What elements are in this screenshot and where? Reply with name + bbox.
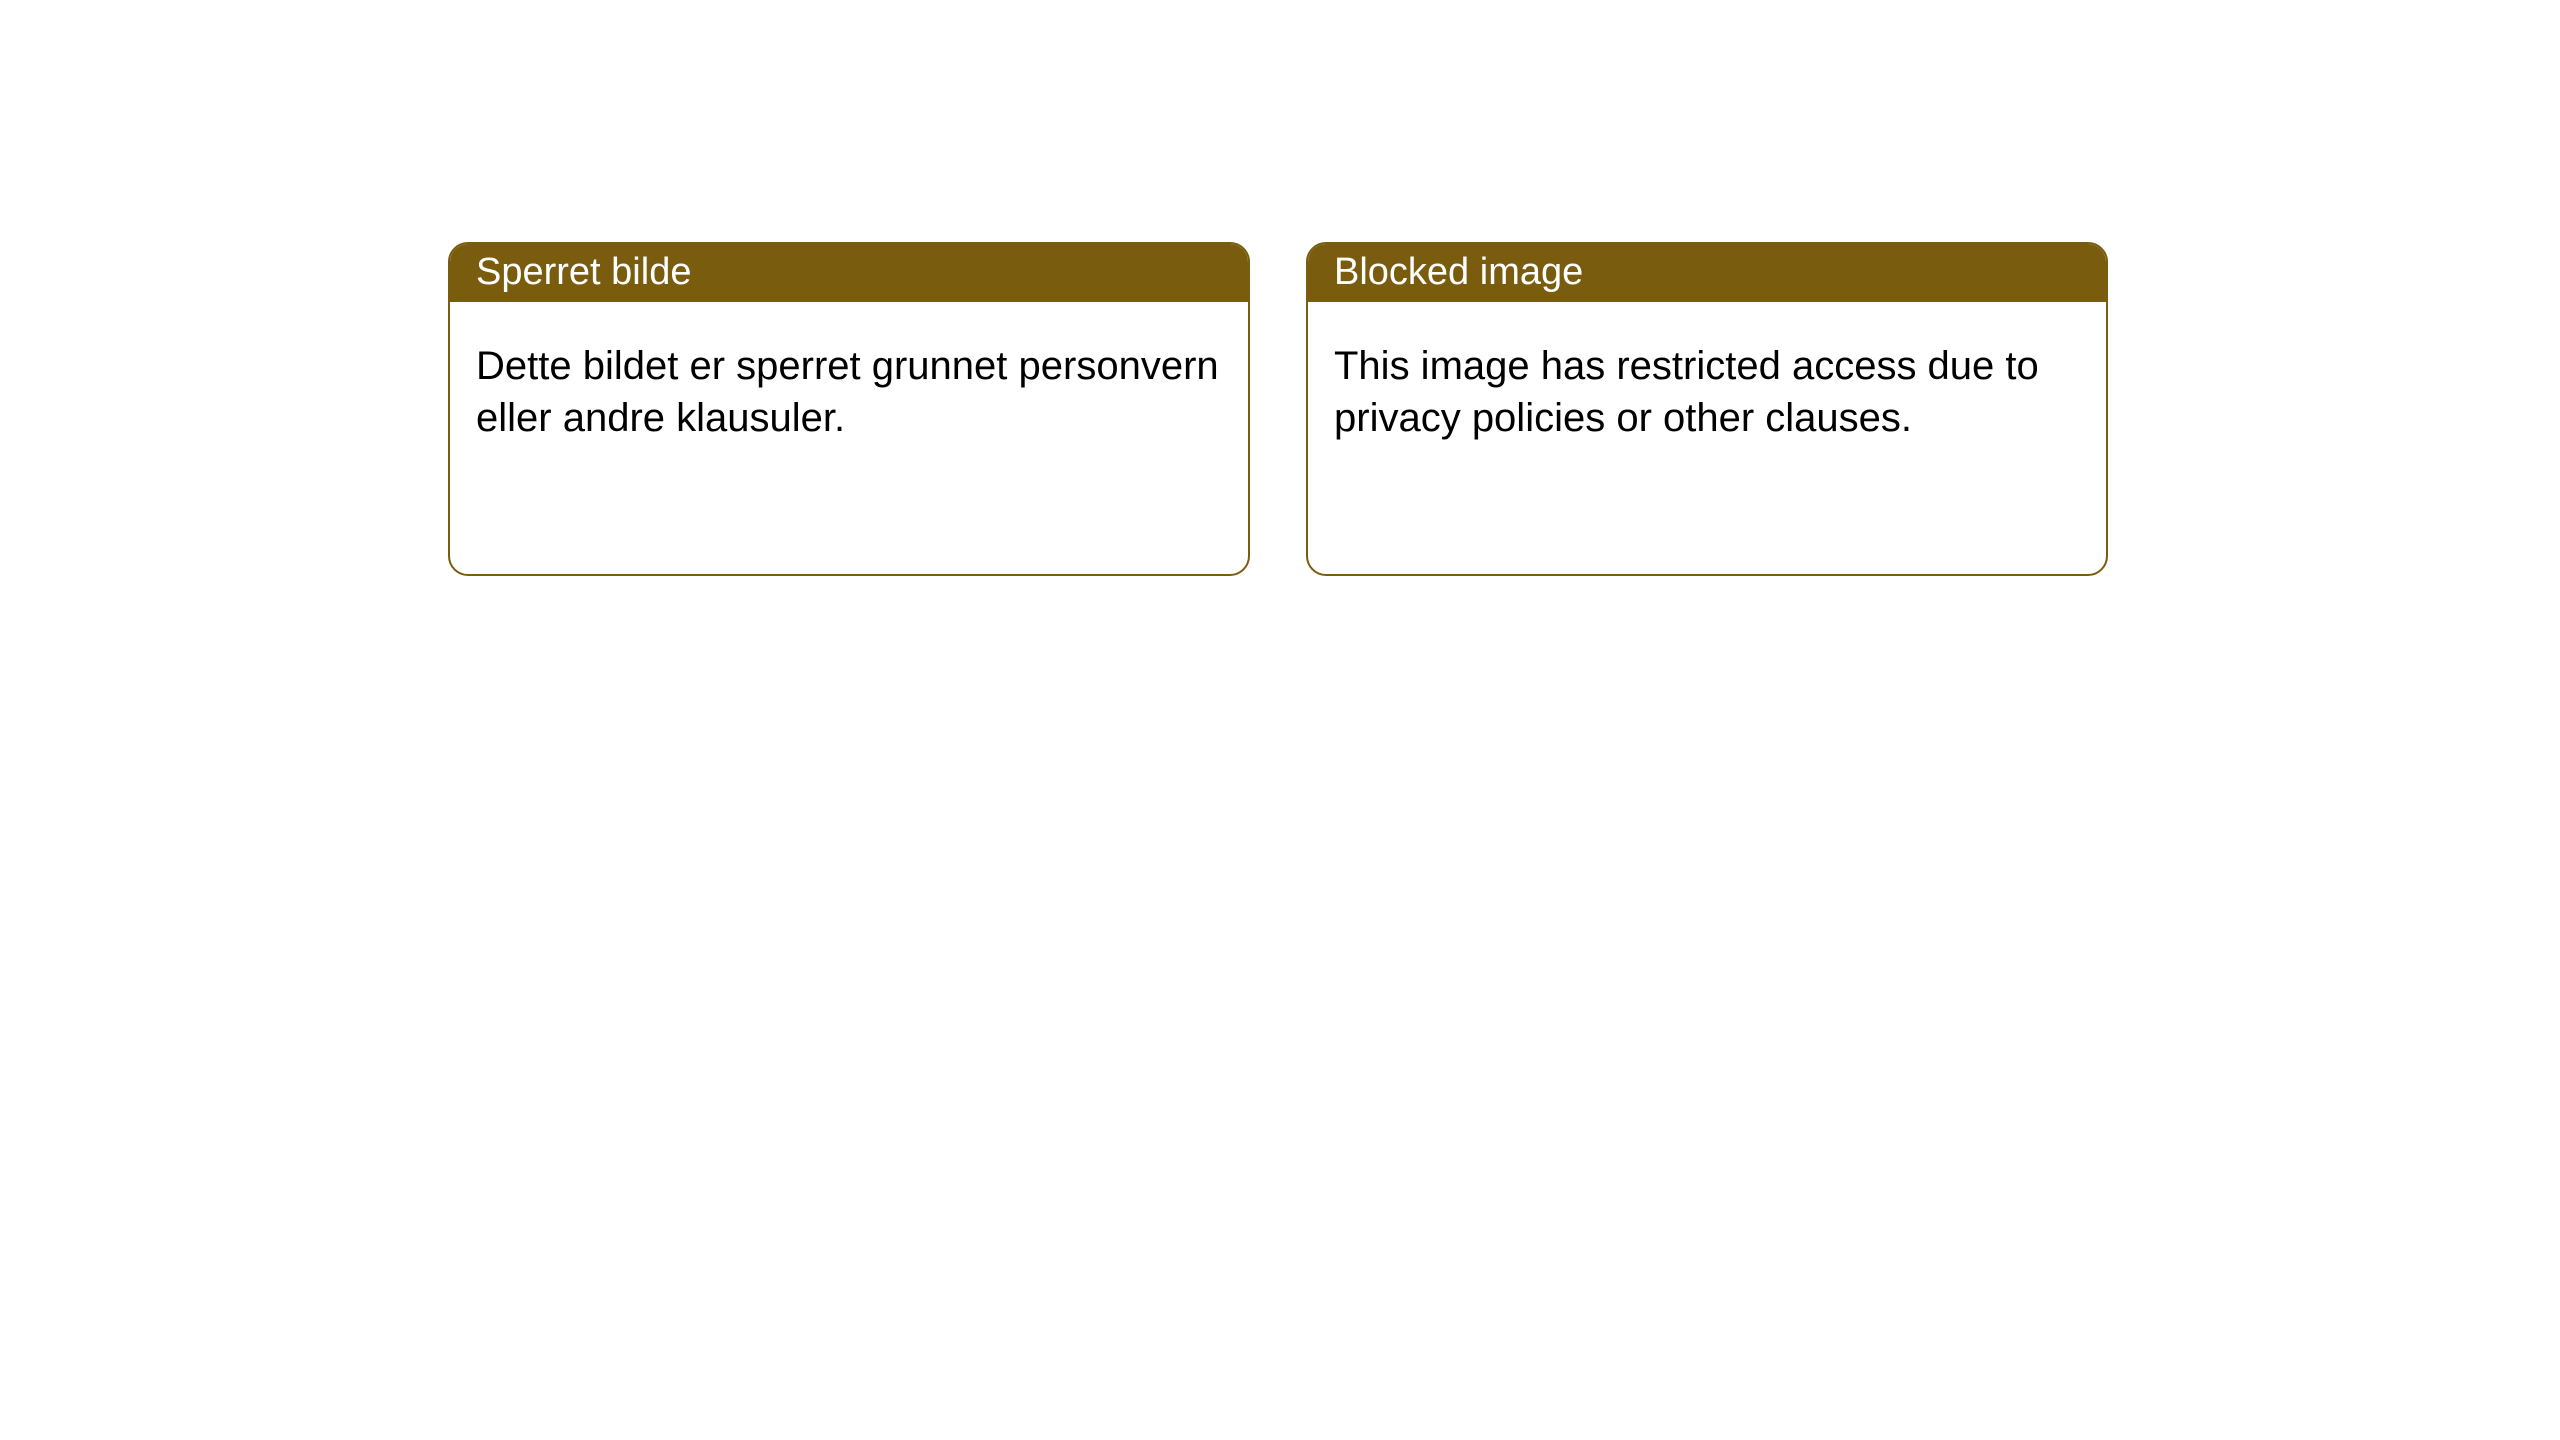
notice-card-row: Sperret bilde Dette bildet er sperret gr… — [0, 0, 2560, 576]
blocked-image-card-en: Blocked image This image has restricted … — [1306, 242, 2108, 576]
card-body: This image has restricted access due to … — [1308, 302, 2106, 470]
card-text: This image has restricted access due to … — [1334, 340, 2080, 444]
card-body: Dette bildet er sperret grunnet personve… — [450, 302, 1248, 470]
card-text: Dette bildet er sperret grunnet personve… — [476, 340, 1222, 444]
card-header: Sperret bilde — [450, 244, 1248, 302]
card-title: Blocked image — [1334, 251, 1583, 294]
card-header: Blocked image — [1308, 244, 2106, 302]
blocked-image-card-no: Sperret bilde Dette bildet er sperret gr… — [448, 242, 1250, 576]
card-title: Sperret bilde — [476, 251, 691, 294]
